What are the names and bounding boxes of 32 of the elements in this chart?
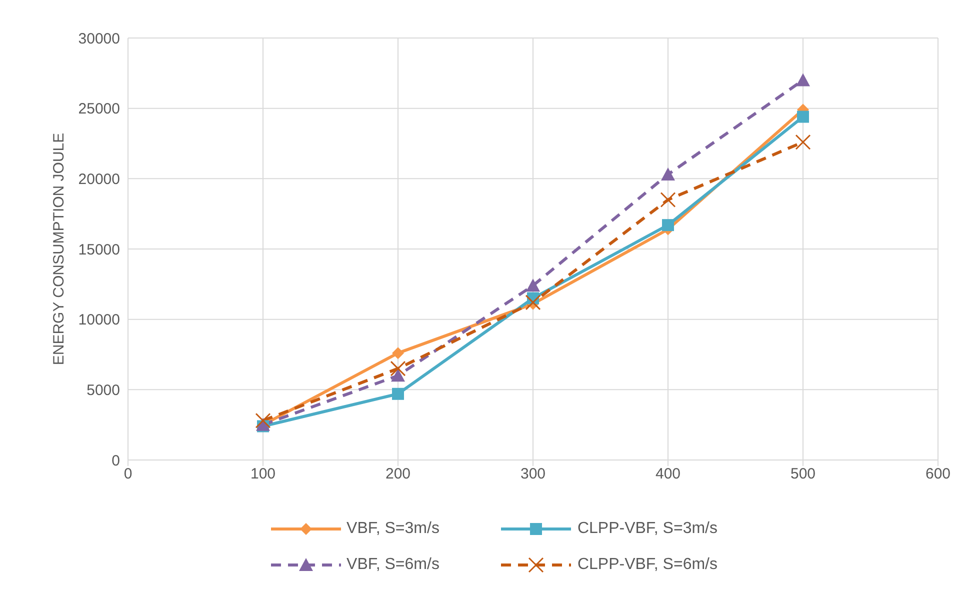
point	[255, 412, 271, 428]
y-tick-label: 10000	[78, 312, 120, 329]
y-tick-label: 0	[112, 452, 120, 470]
x-tick-label: 600	[925, 466, 951, 483]
point	[661, 167, 675, 180]
y-axis-title: ENERGY CONSUMPTION JOULE	[50, 132, 68, 366]
legend-label: CLPP-VBF, S=6m/s	[577, 556, 718, 574]
legend-label: VBF, S=6m/s	[346, 556, 440, 574]
x-tick-label: 400	[655, 466, 681, 483]
x-tick-label: 300	[520, 466, 546, 483]
point	[795, 134, 811, 150]
x-tick-label: 200	[385, 466, 411, 483]
point	[392, 347, 404, 360]
legend-label: CLPP-VBF, S=3m/s	[577, 520, 718, 538]
y-tick-label: 15000	[78, 241, 120, 258]
point	[660, 192, 676, 208]
y-tick-label: 20000	[78, 170, 120, 188]
point	[662, 219, 674, 232]
y-tick-label: 5000	[86, 382, 120, 399]
point	[526, 278, 540, 292]
point	[392, 388, 404, 400]
point	[525, 294, 541, 310]
point	[390, 360, 406, 376]
legend-label: VBF, S=3m/s	[346, 520, 440, 538]
y-tick-label: 30000	[78, 30, 120, 48]
point	[796, 73, 810, 86]
point	[797, 110, 809, 123]
x-tick-label: 100	[250, 466, 276, 483]
x-tick-label: 500	[790, 466, 816, 483]
y-tick-label: 25000	[78, 100, 120, 118]
x-tick-label: 0	[124, 466, 132, 483]
point	[391, 368, 405, 382]
